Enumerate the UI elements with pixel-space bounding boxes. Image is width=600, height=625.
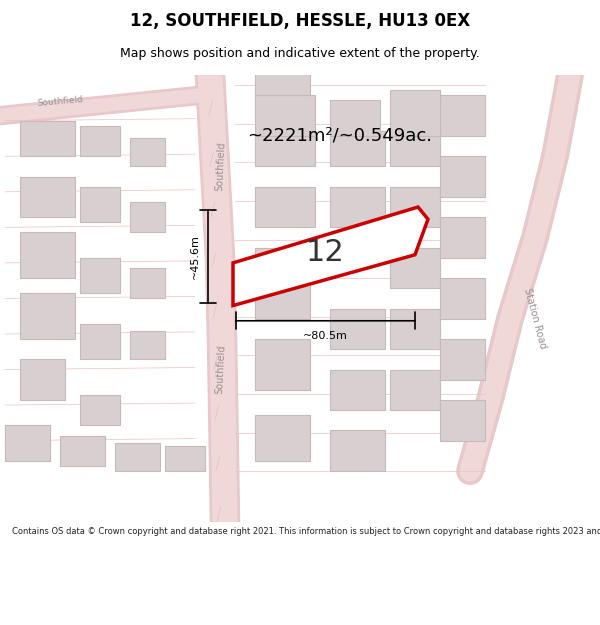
Text: Contains OS data © Crown copyright and database right 2021. This information is : Contains OS data © Crown copyright and d… [12, 527, 600, 536]
Bar [255, 131, 315, 166]
Bar [330, 309, 385, 349]
Bar [330, 431, 385, 471]
Bar [440, 400, 485, 441]
Bar [80, 324, 120, 359]
Bar [80, 395, 120, 426]
Text: Map shows position and indicative extent of the property.: Map shows position and indicative extent… [120, 48, 480, 61]
Bar [20, 359, 65, 400]
Text: 12, SOUTHFIELD, HESSLE, HU13 0EX: 12, SOUTHFIELD, HESSLE, HU13 0EX [130, 12, 470, 30]
Text: Southfield: Southfield [215, 344, 227, 394]
Bar [20, 232, 75, 278]
Bar [5, 426, 50, 461]
Bar [130, 331, 165, 359]
Polygon shape [233, 207, 428, 306]
Bar [390, 131, 440, 166]
Bar [20, 176, 75, 217]
Bar [255, 339, 310, 390]
Bar [255, 187, 315, 228]
Bar [255, 248, 310, 319]
Text: Southfield: Southfield [37, 95, 83, 108]
Bar [130, 268, 165, 298]
Bar [165, 446, 205, 471]
Text: ~2221m²/~0.549ac.: ~2221m²/~0.549ac. [248, 127, 433, 145]
Bar [330, 101, 380, 136]
Bar [60, 436, 105, 466]
Bar [440, 278, 485, 319]
Bar [440, 95, 485, 136]
Text: 12: 12 [305, 238, 344, 268]
Bar [130, 138, 165, 166]
Bar [440, 156, 485, 197]
Bar [115, 442, 160, 471]
Bar [20, 293, 75, 339]
Bar [390, 187, 440, 228]
Bar [390, 248, 440, 288]
Bar [255, 95, 315, 136]
Bar [440, 217, 485, 258]
Bar [80, 126, 120, 156]
Bar [330, 131, 385, 166]
Bar [255, 415, 310, 461]
Bar [80, 258, 120, 293]
Bar [130, 202, 165, 232]
Bar [390, 90, 440, 136]
Bar [80, 187, 120, 222]
Bar [20, 121, 75, 156]
Bar [390, 369, 440, 410]
Bar [330, 187, 385, 228]
Bar [255, 65, 310, 95]
Bar [390, 309, 440, 349]
Text: Southfield: Southfield [215, 141, 227, 191]
Text: Station Road: Station Road [522, 288, 548, 350]
Bar [440, 339, 485, 379]
Bar [330, 369, 385, 410]
Text: ~45.6m: ~45.6m [190, 234, 200, 279]
Text: ~80.5m: ~80.5m [303, 331, 348, 341]
